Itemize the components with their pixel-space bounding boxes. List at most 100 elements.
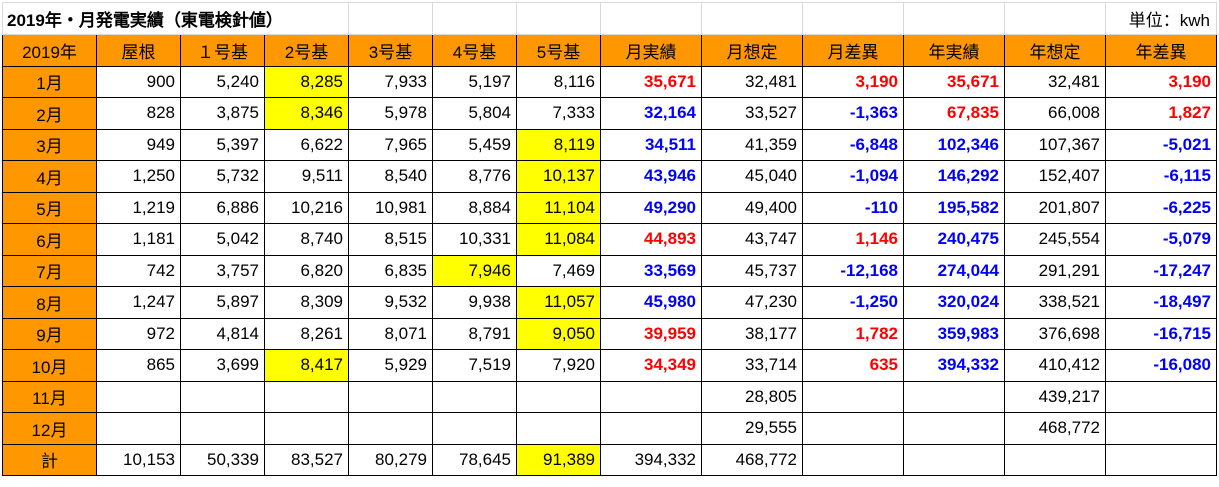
table-cell[interactable]: 91,389 [516, 443, 602, 476]
table-cell[interactable]: 8,346 [263, 97, 350, 130]
table-cell[interactable]: -16,715 [1105, 317, 1218, 350]
table-cell[interactable] [348, 380, 434, 413]
table-cell[interactable]: -5,079 [1105, 223, 1218, 256]
table-cell[interactable]: 8,515 [348, 223, 434, 256]
column-header[interactable]: 2019年 [2, 34, 97, 67]
table-cell[interactable]: 32,481 [1004, 65, 1107, 98]
empty-cell[interactable] [516, 2, 602, 35]
table-cell[interactable] [432, 412, 518, 445]
table-cell[interactable]: 9,532 [348, 286, 434, 319]
table-cell[interactable]: 41,359 [701, 128, 804, 161]
table-cell[interactable]: 7,933 [348, 65, 434, 98]
table-cell[interactable]: 1,181 [96, 223, 181, 256]
table-cell[interactable]: 35,671 [903, 65, 1006, 98]
table-cell[interactable]: 3,190 [802, 65, 905, 98]
table-cell[interactable] [263, 412, 350, 445]
table-cell[interactable]: 32,481 [701, 65, 804, 98]
empty-cell[interactable] [1004, 2, 1107, 35]
table-cell[interactable]: 5,732 [180, 160, 265, 193]
table-cell[interactable]: 8,285 [263, 65, 350, 98]
table-cell[interactable]: 49,290 [600, 191, 703, 224]
table-cell[interactable]: 34,511 [600, 128, 703, 161]
table-cell[interactable]: 44,893 [600, 223, 703, 256]
column-header[interactable]: 屋根 [96, 34, 181, 67]
column-header[interactable]: 年想定 [1004, 34, 1107, 67]
table-cell[interactable] [1004, 443, 1107, 476]
table-cell[interactable]: 7,519 [432, 349, 518, 382]
empty-cell[interactable] [432, 2, 518, 35]
row-header-month[interactable]: 計 [2, 443, 97, 476]
table-cell[interactable]: 10,153 [96, 443, 181, 476]
table-cell[interactable] [903, 412, 1006, 445]
table-cell[interactable]: -1,250 [802, 286, 905, 319]
table-cell[interactable] [180, 412, 265, 445]
table-cell[interactable]: -110 [802, 191, 905, 224]
table-cell[interactable] [96, 412, 181, 445]
table-cell[interactable]: 6,886 [180, 191, 265, 224]
table-cell[interactable]: 49,400 [701, 191, 804, 224]
table-cell[interactable]: 45,737 [701, 254, 804, 287]
table-cell[interactable]: 338,521 [1004, 286, 1107, 319]
table-cell[interactable]: 8,116 [516, 65, 602, 98]
table-cell[interactable]: 394,332 [903, 349, 1006, 382]
table-cell[interactable]: -6,848 [802, 128, 905, 161]
table-cell[interactable]: 7,946 [432, 254, 518, 287]
table-cell[interactable]: 8,309 [263, 286, 350, 319]
table-cell[interactable]: -6,225 [1105, 191, 1218, 224]
table-cell[interactable]: 1,219 [96, 191, 181, 224]
table-cell[interactable]: 7,920 [516, 349, 602, 382]
table-cell[interactable]: 11,057 [516, 286, 602, 319]
table-cell[interactable]: 5,897 [180, 286, 265, 319]
table-cell[interactable]: 33,569 [600, 254, 703, 287]
table-cell[interactable] [1105, 380, 1218, 413]
table-cell[interactable]: -1,363 [802, 97, 905, 130]
row-header-month[interactable]: 5月 [2, 191, 97, 224]
table-cell[interactable] [903, 380, 1006, 413]
row-header-month[interactable]: 11月 [2, 380, 97, 413]
column-header[interactable]: 年実績 [903, 34, 1006, 67]
table-cell[interactable]: 468,772 [1004, 412, 1107, 445]
table-cell[interactable]: 949 [96, 128, 181, 161]
table-cell[interactable]: 9,050 [516, 317, 602, 350]
table-cell[interactable]: 29,555 [701, 412, 804, 445]
table-cell[interactable]: 9,938 [432, 286, 518, 319]
table-cell[interactable]: 45,980 [600, 286, 703, 319]
table-cell[interactable] [600, 380, 703, 413]
table-cell[interactable]: 39,959 [600, 317, 703, 350]
table-cell[interactable]: 8,740 [263, 223, 350, 256]
column-header[interactable]: 2号基 [263, 34, 350, 67]
column-header[interactable]: 4号基 [432, 34, 518, 67]
table-cell[interactable]: 38,177 [701, 317, 804, 350]
row-header-month[interactable]: 2月 [2, 97, 97, 130]
table-cell[interactable]: 33,714 [701, 349, 804, 382]
table-cell[interactable]: 5,459 [432, 128, 518, 161]
table-cell[interactable]: 83,527 [263, 443, 350, 476]
table-cell[interactable]: 6,622 [263, 128, 350, 161]
table-cell[interactable]: 1,250 [96, 160, 181, 193]
row-header-month[interactable]: 4月 [2, 160, 97, 193]
table-cell[interactable]: 5,929 [348, 349, 434, 382]
table-cell[interactable]: 4,814 [180, 317, 265, 350]
column-header[interactable]: 3号基 [348, 34, 434, 67]
table-cell[interactable] [263, 380, 350, 413]
table-cell[interactable]: 320,024 [903, 286, 1006, 319]
table-cell[interactable]: 146,292 [903, 160, 1006, 193]
table-cell[interactable]: 3,875 [180, 97, 265, 130]
table-cell[interactable]: 43,747 [701, 223, 804, 256]
table-cell[interactable]: -5,021 [1105, 128, 1218, 161]
table-cell[interactable]: 47,230 [701, 286, 804, 319]
table-cell[interactable]: 5,240 [180, 65, 265, 98]
row-header-month[interactable]: 6月 [2, 223, 97, 256]
table-cell[interactable]: 5,397 [180, 128, 265, 161]
row-header-month[interactable]: 1月 [2, 65, 97, 98]
table-cell[interactable]: 8,119 [516, 128, 602, 161]
table-cell[interactable]: 865 [96, 349, 181, 382]
table-cell[interactable]: 5,042 [180, 223, 265, 256]
table-cell[interactable]: 67,835 [903, 97, 1006, 130]
table-cell[interactable] [600, 412, 703, 445]
table-cell[interactable]: 1,146 [802, 223, 905, 256]
table-cell[interactable] [96, 380, 181, 413]
table-cell[interactable]: 50,339 [180, 443, 265, 476]
table-cell[interactable]: 10,216 [263, 191, 350, 224]
table-cell[interactable]: 3,190 [1105, 65, 1218, 98]
